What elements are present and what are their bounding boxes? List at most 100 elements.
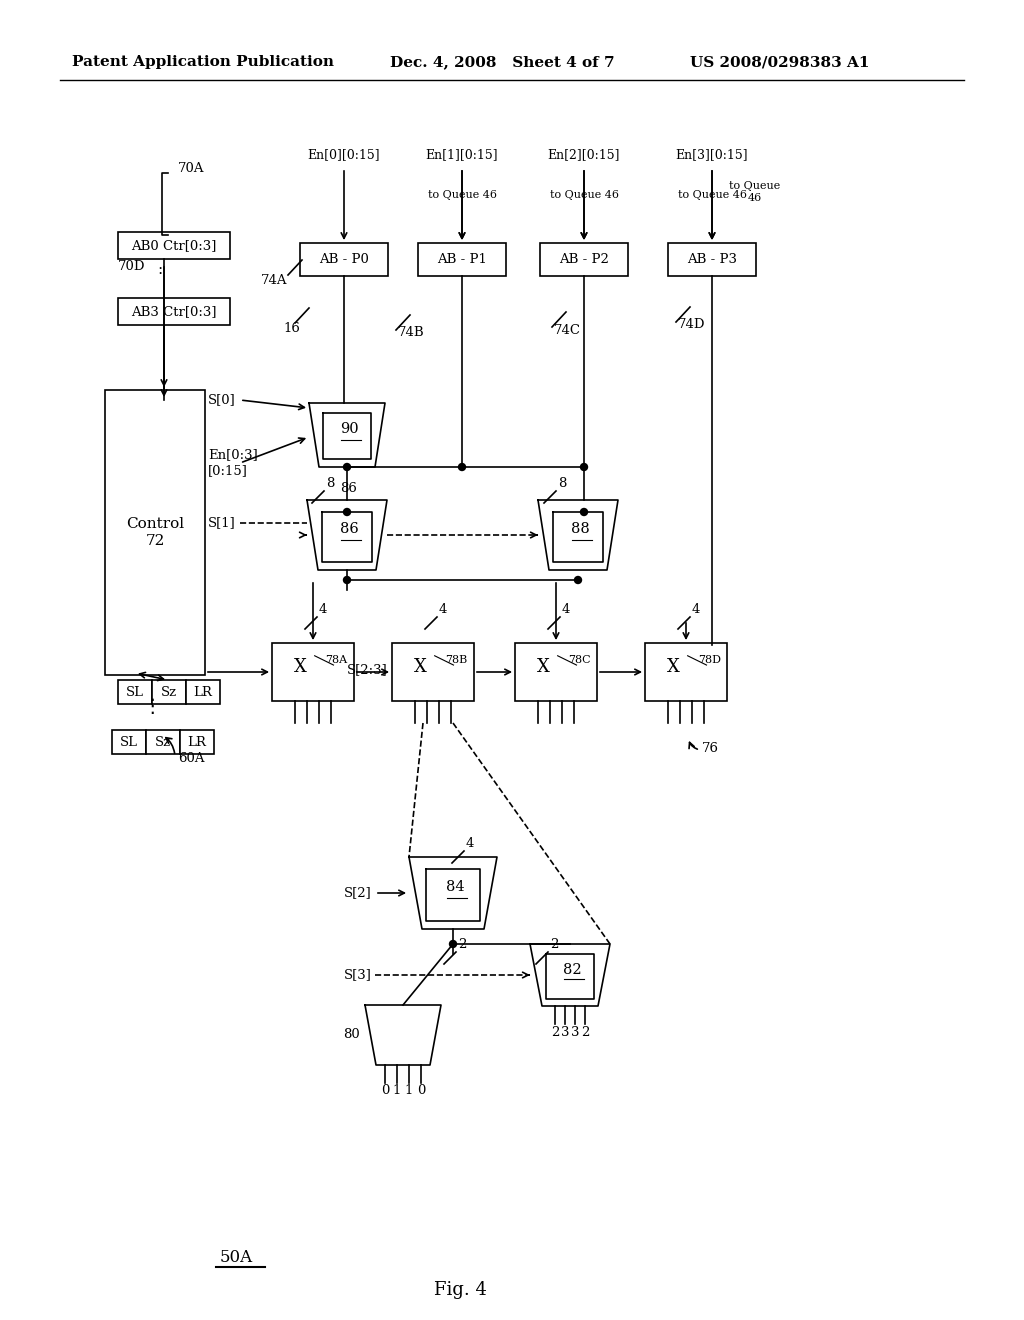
- Text: 3: 3: [561, 1026, 569, 1039]
- Text: LR: LR: [194, 685, 212, 698]
- Text: SL: SL: [120, 735, 138, 748]
- Text: ⋮: ⋮: [142, 697, 162, 715]
- Text: S[1]: S[1]: [208, 516, 236, 529]
- Circle shape: [343, 577, 350, 583]
- Text: 0: 0: [417, 1085, 425, 1097]
- Text: Sz: Sz: [155, 735, 171, 748]
- Text: SL: SL: [126, 685, 144, 698]
- Text: 82: 82: [562, 964, 582, 977]
- Text: X: X: [415, 659, 427, 676]
- Bar: [186, 680, 220, 704]
- Text: X: X: [668, 659, 680, 676]
- Text: 78C: 78C: [568, 656, 591, 665]
- Bar: [105, 389, 205, 675]
- Bar: [668, 243, 756, 276]
- Text: AB - P3: AB - P3: [687, 253, 737, 267]
- Text: to Queue 46: to Queue 46: [427, 190, 497, 201]
- Bar: [118, 680, 152, 704]
- Bar: [392, 643, 474, 701]
- Text: 74C: 74C: [554, 323, 581, 337]
- Text: 3: 3: [570, 1026, 580, 1039]
- Circle shape: [581, 463, 588, 470]
- Text: 78D: 78D: [698, 656, 721, 665]
- Text: AB3 Ctr[0:3]: AB3 Ctr[0:3]: [131, 305, 217, 318]
- Text: Fig. 4: Fig. 4: [433, 1280, 486, 1299]
- Text: 60A: 60A: [178, 751, 205, 764]
- Bar: [418, 243, 506, 276]
- Text: Dec. 4, 2008   Sheet 4 of 7: Dec. 4, 2008 Sheet 4 of 7: [390, 55, 614, 69]
- Text: En[3][0:15]: En[3][0:15]: [676, 149, 749, 161]
- Text: 1: 1: [393, 1085, 401, 1097]
- Text: 86: 86: [340, 521, 358, 536]
- Circle shape: [581, 508, 588, 516]
- Text: 74A: 74A: [260, 273, 287, 286]
- Text: 80: 80: [343, 1028, 360, 1041]
- Text: 1: 1: [404, 1085, 414, 1097]
- Text: Sz: Sz: [161, 685, 177, 698]
- Text: to Queue
46: to Queue 46: [729, 181, 780, 203]
- Text: AB0 Ctr[0:3]: AB0 Ctr[0:3]: [131, 239, 217, 252]
- Bar: [152, 680, 186, 704]
- Text: AB - P1: AB - P1: [437, 253, 487, 267]
- Text: 4: 4: [562, 603, 570, 616]
- Text: 84: 84: [445, 880, 464, 894]
- Circle shape: [574, 577, 582, 583]
- Text: 50A: 50A: [220, 1250, 253, 1266]
- Text: 2: 2: [550, 939, 558, 950]
- Text: 70A: 70A: [178, 161, 205, 174]
- Text: En[0][0:15]: En[0][0:15]: [307, 149, 380, 161]
- Circle shape: [343, 508, 350, 516]
- Text: 70D: 70D: [118, 260, 145, 273]
- Text: 16: 16: [283, 322, 300, 334]
- Text: 8: 8: [558, 477, 566, 490]
- Text: :: :: [158, 263, 163, 277]
- Text: En[2][0:15]: En[2][0:15]: [548, 149, 621, 161]
- Text: 88: 88: [570, 521, 590, 536]
- Bar: [180, 730, 214, 754]
- Text: X: X: [294, 659, 307, 676]
- Circle shape: [450, 940, 457, 948]
- Bar: [118, 298, 230, 325]
- Text: S[3]: S[3]: [344, 969, 372, 982]
- Text: 78A: 78A: [326, 656, 347, 665]
- Text: Control
72: Control 72: [126, 517, 184, 548]
- Text: 8: 8: [326, 477, 335, 490]
- Bar: [645, 643, 727, 701]
- Text: 4: 4: [439, 603, 447, 616]
- Bar: [300, 243, 388, 276]
- Circle shape: [459, 463, 466, 470]
- Text: 2: 2: [458, 939, 466, 950]
- Text: 74B: 74B: [398, 326, 425, 339]
- Text: 4: 4: [692, 603, 700, 616]
- Text: 2: 2: [581, 1026, 589, 1039]
- Bar: [112, 730, 146, 754]
- Text: 78B: 78B: [445, 656, 468, 665]
- Text: to Queue 46: to Queue 46: [550, 190, 618, 201]
- Text: En[1][0:15]: En[1][0:15]: [426, 149, 499, 161]
- Text: 76: 76: [702, 742, 719, 755]
- Text: Patent Application Publication: Patent Application Publication: [72, 55, 334, 69]
- Text: S[2]: S[2]: [344, 887, 372, 899]
- Text: X: X: [538, 659, 550, 676]
- Text: US 2008/0298383 A1: US 2008/0298383 A1: [690, 55, 869, 69]
- Bar: [272, 643, 354, 701]
- Text: to Queue 46: to Queue 46: [678, 190, 746, 201]
- Text: [0:15]: [0:15]: [208, 465, 248, 478]
- Text: 90: 90: [340, 422, 358, 436]
- Text: 4: 4: [319, 603, 328, 616]
- Bar: [118, 232, 230, 259]
- Text: LR: LR: [187, 735, 207, 748]
- Text: AB - P0: AB - P0: [319, 253, 369, 267]
- Text: 2: 2: [551, 1026, 559, 1039]
- Bar: [540, 243, 628, 276]
- Text: 86: 86: [340, 482, 357, 495]
- Bar: [146, 730, 180, 754]
- Circle shape: [343, 463, 350, 470]
- Bar: [515, 643, 597, 701]
- Text: 74D: 74D: [678, 318, 706, 331]
- Text: 4: 4: [466, 837, 474, 850]
- Text: En[0:3]: En[0:3]: [208, 449, 258, 462]
- Text: S[0]: S[0]: [208, 393, 236, 407]
- Text: S[2:3]: S[2:3]: [347, 664, 388, 676]
- Text: AB - P2: AB - P2: [559, 253, 609, 267]
